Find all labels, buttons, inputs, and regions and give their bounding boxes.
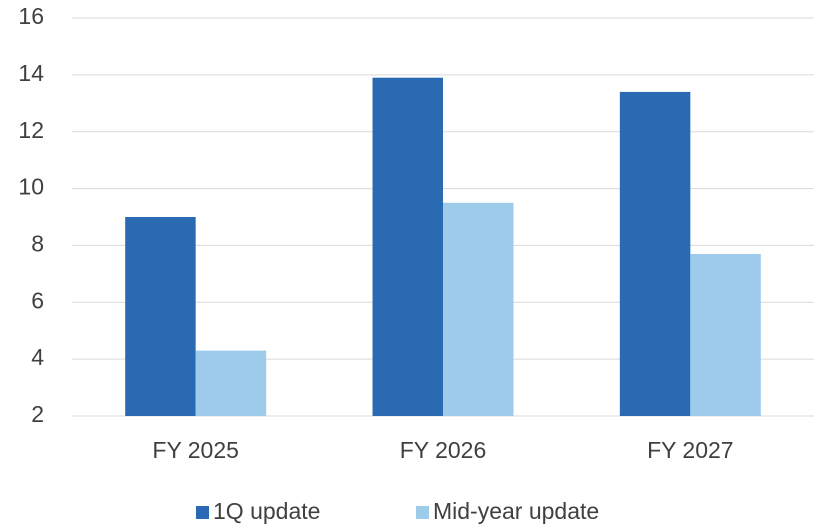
y-tick-label: 2 xyxy=(31,401,44,427)
bar xyxy=(619,91,691,417)
bar xyxy=(125,217,196,416)
bar xyxy=(443,202,514,416)
legend-label: 1Q update xyxy=(213,498,320,524)
y-tick-label: 4 xyxy=(31,344,44,370)
bar xyxy=(195,350,267,416)
x-tick-label: FY 2025 xyxy=(152,437,239,463)
y-tick-label: 6 xyxy=(31,287,44,313)
legend-swatch xyxy=(196,506,209,519)
legend-swatch xyxy=(416,506,429,519)
bar xyxy=(690,253,761,416)
y-tick-label: 14 xyxy=(18,60,44,86)
x-tick-label: FY 2027 xyxy=(647,437,734,463)
bar xyxy=(372,77,443,416)
legend-label: Mid-year update xyxy=(433,498,599,524)
y-tick-label: 8 xyxy=(31,231,44,257)
x-tick-label: FY 2026 xyxy=(400,437,487,463)
y-tick-label: 16 xyxy=(18,3,44,29)
y-tick-label: 12 xyxy=(18,117,44,143)
y-tick-label: 10 xyxy=(18,174,44,200)
